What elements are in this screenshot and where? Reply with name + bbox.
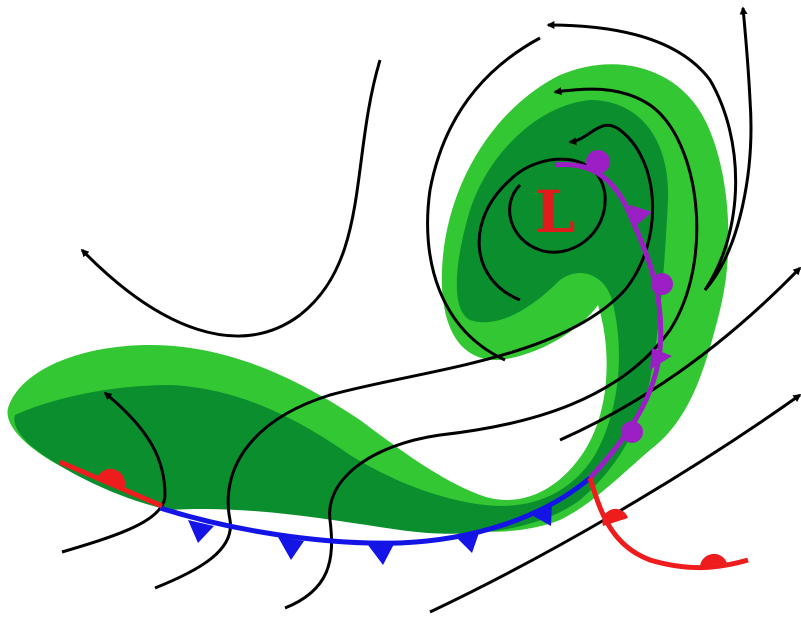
- occluded-front-semicircle: [586, 150, 610, 174]
- cold-front-triangle: [455, 530, 480, 553]
- occluded-front: [554, 150, 673, 480]
- occluded-front-semicircle: [651, 273, 673, 295]
- precip-shield-dark: [14, 100, 669, 534]
- cold-front-triangle: [188, 520, 214, 543]
- warm-front-west: [59, 459, 163, 509]
- low-pressure-label: L: [535, 178, 576, 246]
- flow-line-west: [80, 59, 382, 338]
- flow-line-southwest: [61, 391, 167, 554]
- flow-line-east-2: [559, 266, 801, 442]
- flow-line-outer-north: [546, 21, 738, 291]
- occluded-front-triangle: [630, 205, 652, 228]
- occluded-front-triangle: [650, 348, 672, 370]
- flow-line-inner-spiral: [477, 157, 607, 302]
- flow-line-northeast: [703, 6, 753, 291]
- flow-line-spiral-2: [154, 123, 654, 590]
- cold-front: [159, 476, 592, 565]
- warm-front-west-line: [59, 459, 163, 509]
- cold-front-triangle: [528, 502, 552, 526]
- warm-front-semicircle: [97, 468, 126, 489]
- cold-front-triangle: [368, 544, 394, 565]
- flow-line-spiral-4: [426, 36, 541, 362]
- occluded-front-semicircle: [621, 421, 643, 443]
- flow-line-spiral-3: [284, 87, 699, 610]
- warm-front-east-line: [587, 477, 749, 571]
- warm-front-semicircle: [700, 553, 727, 566]
- cold-front-triangle: [278, 537, 304, 560]
- warm-front-east: [587, 477, 749, 571]
- warm-front-semicircle: [602, 508, 628, 526]
